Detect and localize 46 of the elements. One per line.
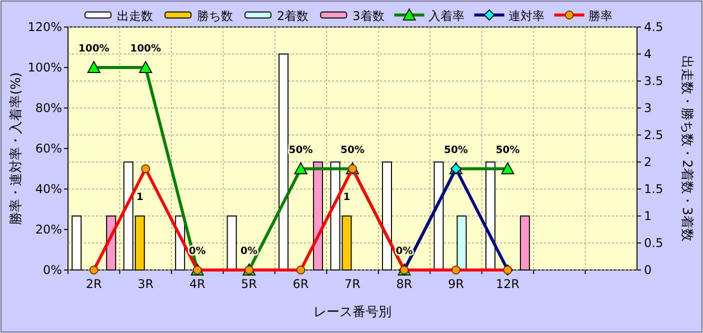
data-label: 50% (340, 144, 364, 156)
x-tick-label: 3R (138, 277, 154, 291)
data-label: 100% (78, 44, 110, 54)
y-tick-label: 80% (35, 101, 62, 115)
data-label: 1 (136, 192, 144, 203)
legend-label: 連対率 (508, 9, 544, 23)
y2-tick-label: 4.5 (644, 20, 664, 34)
legend-label: 勝率 (588, 9, 612, 23)
y-tick-label: 60% (35, 142, 62, 156)
x-tick-label: 9R (448, 277, 464, 291)
data-label: 50% (288, 144, 313, 156)
x-tick-label: 5R (241, 277, 258, 291)
y2-tick-label: 0 (644, 263, 652, 277)
data-label: 100% (130, 44, 162, 54)
y2-tick-label: 3.5 (644, 74, 664, 88)
y2-tick-label: 2 (644, 155, 652, 169)
y-tick-label: 0% (42, 263, 62, 277)
x-tick-label: 12R (496, 277, 520, 291)
legend-label: 勝ち数 (197, 9, 233, 23)
x-tick-label: 8R (396, 277, 412, 291)
y2-tick-label: 1 (644, 209, 652, 223)
x-axis-title: レース番号別 (314, 305, 392, 320)
legend-label: 出走数 (117, 9, 153, 23)
y2-tick-label: 2.5 (644, 128, 664, 142)
y2-tick-label: 0.5 (644, 236, 664, 250)
x-tick-label: 6R (292, 277, 309, 291)
legend-label: 3着数 (352, 9, 384, 23)
y-tick-label: 40% (35, 182, 62, 196)
y2-axis-title: 出走数・勝ち数・2着数・3着数 (679, 56, 695, 242)
y-tick-label: 120% (28, 20, 62, 34)
y2-tick-label: 3 (644, 101, 652, 115)
y-axis-title: 勝率・連対率・入着率(%) (8, 72, 24, 225)
data-label: 50% (496, 144, 520, 156)
x-tick-label: 4R (189, 277, 206, 291)
y2-tick-label: 4 (644, 47, 652, 61)
data-label: 1 (343, 192, 350, 203)
legend-label: 入着率 (428, 9, 464, 23)
x-tick-label: 2R (86, 277, 102, 291)
y-tick-label: 20% (35, 222, 62, 236)
legend-label: 2着数 (277, 9, 309, 23)
y2-tick-label: 1.5 (644, 182, 664, 196)
x-tick-label: 7R (344, 277, 360, 291)
data-label: 0% (240, 246, 258, 257)
data-label: 0% (396, 246, 413, 257)
data-label: 50% (444, 144, 468, 156)
y-tick-label: 100% (28, 60, 62, 74)
